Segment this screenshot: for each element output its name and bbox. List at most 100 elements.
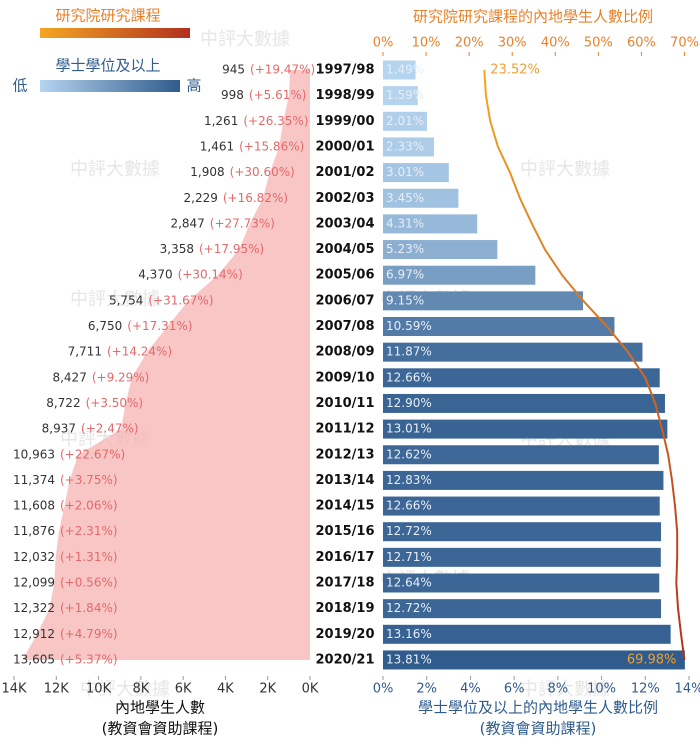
category-label: 2015/16 [315, 524, 374, 539]
bar-title: 學士學位及以上的內地學生人數比例 [418, 699, 658, 717]
bar [383, 547, 661, 567]
bar-value-label: 12.66% [386, 499, 432, 513]
watermark: 中評大數據 [520, 679, 610, 700]
change-label: (+5.61%) [249, 88, 307, 102]
watermark: 中評大數據 [70, 289, 160, 310]
bar-value-label: 12.72% [386, 524, 432, 538]
count-label: 8,722 [46, 396, 80, 410]
x-tick-label: 0% [373, 682, 394, 697]
bar [383, 393, 665, 413]
bar [383, 317, 615, 336]
count-label: 11,876 [13, 524, 55, 538]
bar-value-label: 2.33% [386, 139, 424, 153]
change-label: (+16.82%) [223, 191, 288, 205]
bar-value-label: 9.15% [386, 293, 424, 307]
bar-value-label: 12.66% [386, 370, 432, 384]
line-legend-gradient [40, 28, 190, 38]
category-label: 2013/14 [315, 473, 374, 488]
count-label: 3,358 [160, 242, 194, 256]
category-label: 2003/04 [315, 216, 374, 231]
count-label: 4,370 [138, 268, 172, 282]
bar [383, 470, 664, 490]
x-tick-label: 2K [259, 682, 276, 697]
x-tick-label: 12K [44, 682, 70, 697]
bar-subtitle: (教資會資助課程) [480, 720, 597, 738]
top-tick-label: 20% [455, 36, 484, 51]
top-tick-label: 70% [670, 36, 699, 51]
category-label: 2004/05 [315, 242, 374, 257]
category-label: 1998/99 [315, 88, 374, 103]
area-subtitle: (教資會資助課程) [102, 720, 219, 738]
bar-value-label: 13.01% [386, 422, 432, 436]
change-label: (+2.06%) [60, 499, 118, 513]
bar [383, 599, 662, 619]
count-label: 7,711 [68, 345, 102, 359]
change-label: (+31.67%) [148, 293, 213, 307]
count-label: 2,847 [170, 216, 204, 230]
line-legend-title: 研究院研究課程 [55, 7, 160, 25]
bar-legend-title: 學士學位及以上 [55, 57, 160, 75]
bar [383, 86, 418, 106]
count-label: 1,261 [204, 114, 238, 128]
category-label: 2014/15 [315, 499, 374, 514]
x-tick-label: 12% [631, 682, 660, 697]
bar [383, 163, 449, 183]
change-label: (+4.79%) [60, 627, 118, 641]
change-label: (+30.60%) [230, 165, 295, 179]
category-label: 2011/12 [315, 422, 374, 437]
category-label: 2005/06 [315, 268, 374, 283]
bar-legend-gradient [40, 80, 180, 92]
bar [383, 188, 459, 208]
bar-value-label: 13.81% [386, 652, 432, 666]
bar [383, 214, 478, 234]
x-tick-label: 0K [302, 682, 319, 697]
change-label: (+2.31%) [60, 524, 118, 538]
bar-value-label: 3.01% [386, 165, 424, 179]
count-label: 12,032 [13, 550, 55, 564]
category-label: 2019/20 [315, 627, 374, 642]
count-label: 998 [221, 88, 244, 102]
top-tick-label: 0% [373, 36, 394, 51]
line-value-label: 69.98% [627, 652, 677, 667]
count-label: 5,754 [109, 293, 143, 307]
category-label: 2010/11 [315, 396, 374, 411]
watermark: 中評大數據 [520, 159, 610, 180]
change-label: (+19.47%) [250, 63, 315, 77]
category-label: 2017/18 [315, 576, 374, 591]
bar [383, 342, 643, 362]
watermark: 中評大數據 [70, 159, 160, 180]
line-value-label: 23.52% [490, 63, 540, 78]
bar [383, 496, 660, 516]
bar [383, 573, 660, 593]
watermark: 中評大數據 [80, 679, 170, 700]
bar-value-label: 12.90% [386, 396, 432, 410]
legend-low: 低 [12, 77, 27, 95]
bar [383, 419, 668, 439]
bar-value-label: 13.16% [386, 627, 432, 641]
bar [383, 291, 583, 311]
count-label: 8,937 [42, 422, 76, 436]
category-label: 2006/07 [315, 293, 374, 308]
bar [383, 240, 498, 260]
change-label: (+9.29%) [92, 370, 150, 384]
change-label: (+3.75%) [60, 473, 118, 487]
category-label: 2000/01 [315, 139, 374, 154]
x-tick-label: 4K [217, 682, 234, 697]
change-label: (+27.73%) [210, 216, 275, 230]
count-label: 12,912 [13, 627, 55, 641]
top-tick-label: 40% [541, 36, 570, 51]
change-label: (+15.86%) [239, 139, 304, 153]
bar-value-label: 10.59% [386, 319, 432, 333]
bar [383, 445, 659, 465]
area [22, 70, 310, 660]
category-label: 2020/21 [315, 652, 374, 667]
bar-value-label: 6.97% [386, 268, 424, 282]
bar [383, 522, 662, 542]
change-label: (+22.67%) [60, 447, 125, 461]
change-label: (+1.31%) [60, 550, 118, 564]
x-tick-label: 4% [460, 682, 481, 697]
legend-high: 高 [186, 77, 201, 95]
change-label: (+3.50%) [86, 396, 144, 410]
bar-value-label: 5.23% [386, 242, 424, 256]
